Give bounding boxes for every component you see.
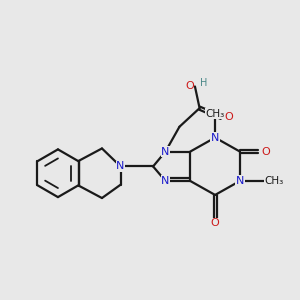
Text: O: O — [225, 112, 233, 122]
Text: N: N — [161, 176, 170, 186]
Text: O: O — [211, 218, 220, 229]
Text: N: N — [116, 161, 125, 171]
Text: N: N — [161, 146, 170, 157]
Text: CH₃: CH₃ — [264, 176, 284, 186]
Text: H: H — [200, 78, 207, 88]
Text: O: O — [262, 146, 271, 157]
Text: N: N — [236, 176, 244, 186]
Text: N: N — [211, 133, 219, 142]
Text: O: O — [185, 82, 194, 92]
Text: CH₃: CH₃ — [206, 109, 225, 119]
